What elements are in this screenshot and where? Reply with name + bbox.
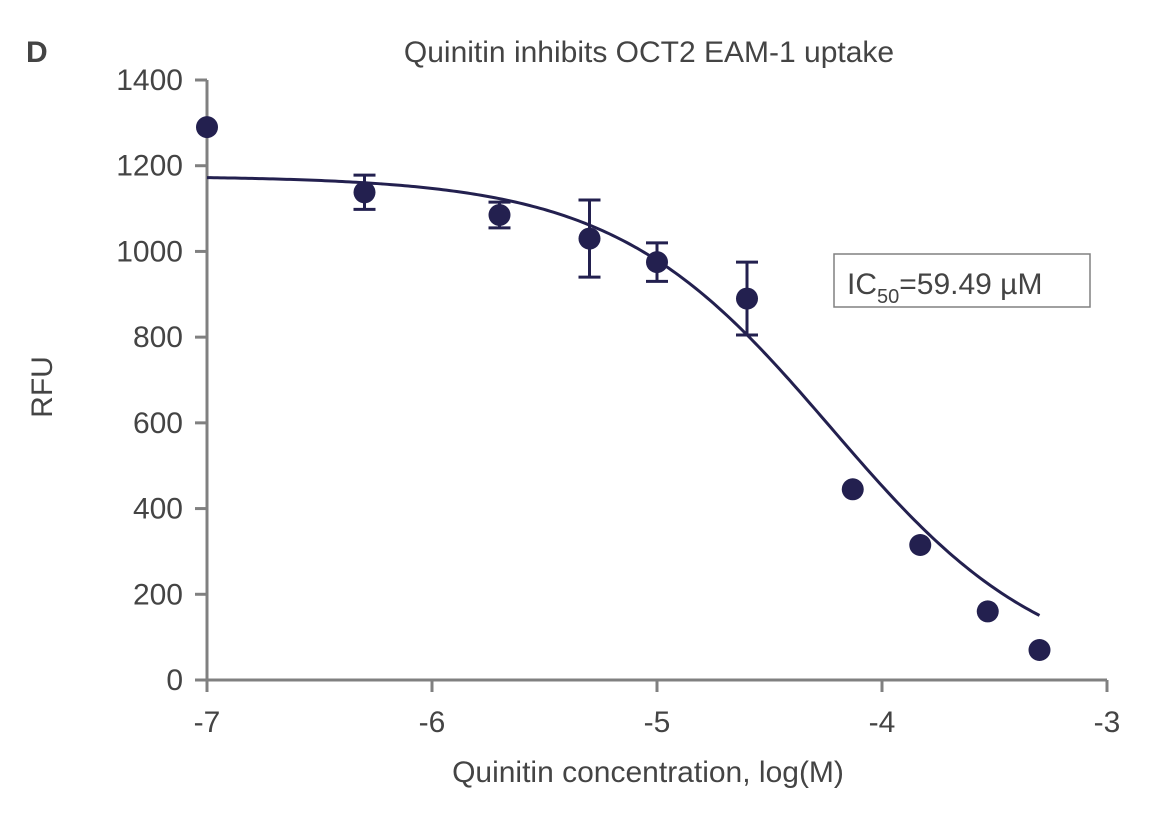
data-point bbox=[353, 181, 376, 204]
data-point bbox=[1028, 639, 1051, 661]
x-tick-label: -4 bbox=[869, 706, 896, 739]
y-tick-label: 1000 bbox=[116, 235, 183, 268]
y-tick-label: 1200 bbox=[116, 150, 183, 183]
data-point bbox=[196, 116, 218, 139]
ic50-label-sub: 50 bbox=[877, 286, 899, 308]
y-tick-label: 600 bbox=[133, 407, 183, 440]
ic50-label-value: =59.49 µM bbox=[899, 268, 1042, 301]
ic50-annotation: IC50=59.49 µM bbox=[833, 253, 1091, 308]
x-tick-label: -3 bbox=[1094, 706, 1121, 739]
y-axis-label: RFU bbox=[26, 356, 59, 418]
y-tick-label: 400 bbox=[133, 493, 183, 526]
panel-label: D bbox=[26, 36, 48, 69]
x-axis-label: Quinitin concentration, log(M) bbox=[452, 756, 844, 789]
axes: 0 200 400 600 800 1000 1200 1400 -7 -6 -5 -4 -3 bbox=[116, 64, 1120, 739]
y-tick-label: 0 bbox=[166, 664, 183, 697]
x-tick-label: -5 bbox=[644, 706, 671, 739]
x-tick-label: -7 bbox=[194, 706, 221, 739]
data-point bbox=[841, 478, 864, 501]
chart-title: Quinitin inhibits OCT2 EAM-1 uptake bbox=[404, 36, 894, 69]
y-tick-label: 200 bbox=[133, 578, 183, 611]
fit-curve-layer bbox=[206, 176, 1041, 617]
data-points-layer bbox=[196, 116, 1051, 661]
y-tick-label: 1400 bbox=[116, 64, 183, 97]
data-point bbox=[736, 287, 758, 310]
ic50-label: IC50=59.49 µM bbox=[847, 268, 1042, 308]
data-point bbox=[909, 534, 932, 556]
ic50-label-main: IC bbox=[847, 268, 877, 301]
ic50-box bbox=[833, 253, 1091, 308]
fit-curve bbox=[206, 176, 1041, 617]
data-point bbox=[578, 227, 601, 250]
x-tick-label: -6 bbox=[419, 706, 446, 739]
data-point bbox=[646, 251, 668, 274]
data-point bbox=[488, 204, 511, 226]
data-point bbox=[976, 600, 999, 623]
y-tick-label: 800 bbox=[133, 321, 183, 354]
